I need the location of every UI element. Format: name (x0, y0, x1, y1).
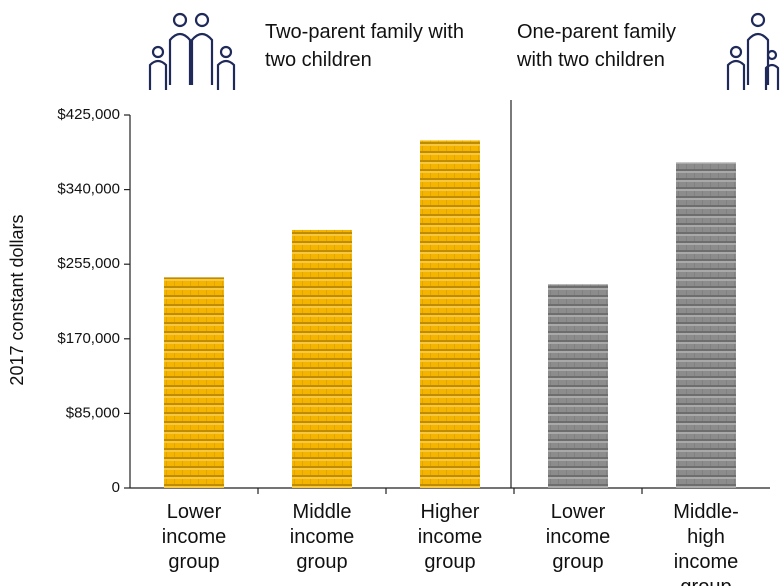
x-tick-label: Middle-high income group (673, 500, 739, 586)
x-tick-label: Higher income group (418, 500, 482, 575)
x-tick-label: Middle income group (290, 500, 354, 575)
y-tick-label: $425,000 (57, 106, 120, 123)
y-tick-label: $85,000 (66, 404, 120, 421)
y-axis-label: 2017 constant dollars (7, 214, 27, 385)
coin-texture (676, 162, 736, 488)
x-tick-label: Lower income group (162, 500, 226, 575)
group-label: Two-parent family with two children (265, 18, 465, 74)
y-tick-label: $340,000 (57, 181, 120, 198)
page: 2017 constant dollars 0 $85,000 $170,000 $2… (0, 0, 782, 586)
family-icon-left (150, 14, 234, 90)
coin-texture (292, 230, 352, 488)
chart: 2017 constant dollars 0 $85,000 $170,000 $2… (0, 0, 782, 586)
y-tick-label: $170,000 (57, 330, 120, 347)
y-tick-label: 0 (112, 479, 120, 496)
coin-texture (420, 140, 480, 488)
y-tick-label: $255,000 (57, 255, 120, 272)
coin-texture (164, 277, 224, 488)
coin-texture (548, 284, 608, 488)
x-tick-label: Lower income group (546, 500, 610, 575)
family-icon-right (728, 14, 778, 90)
group-label: One-parent family with two children (517, 18, 717, 74)
